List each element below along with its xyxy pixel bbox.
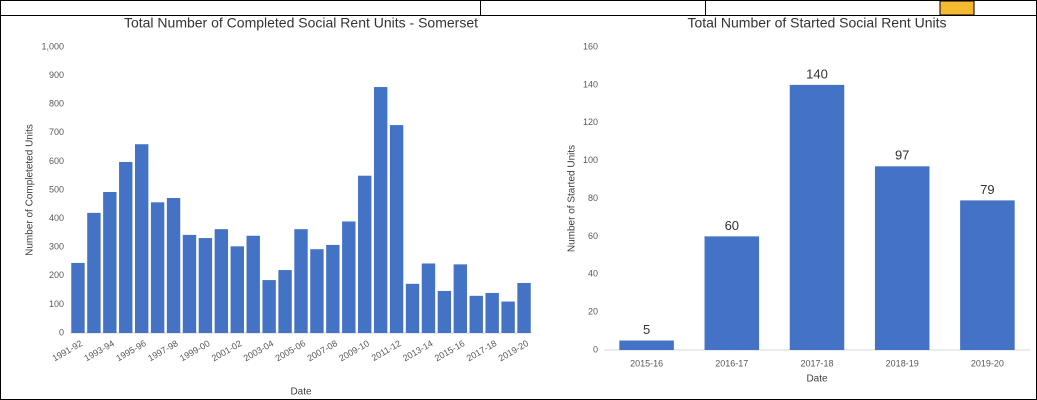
bar <box>874 166 930 350</box>
x-tick-label: 2018-19 <box>886 358 919 368</box>
bar <box>789 84 845 350</box>
bar <box>619 340 674 350</box>
bar <box>342 221 356 333</box>
chart-title: Total Number of Completed Social Rent Un… <box>124 15 478 31</box>
y-tick-label: 60 <box>588 231 598 241</box>
y-tick-label: 140 <box>583 79 598 89</box>
y-tick-label: 160 <box>583 41 598 51</box>
y-tick-label: 600 <box>49 156 64 166</box>
y-tick-label: 0 <box>59 327 64 337</box>
bar <box>71 262 85 333</box>
bar <box>704 236 760 350</box>
bar <box>182 234 197 333</box>
bar <box>326 244 340 333</box>
data-label: 5 <box>643 322 650 337</box>
x-axis-title: Date <box>806 374 828 385</box>
y-tick-label: 300 <box>49 242 64 252</box>
y-tick-label: 0 <box>593 344 598 354</box>
y-tick-label: 800 <box>49 99 64 109</box>
y-tick-label: 100 <box>49 299 64 309</box>
y-tick-label: 120 <box>583 117 598 127</box>
x-axis-title: Date <box>290 387 312 398</box>
bar <box>103 192 117 333</box>
bar <box>246 235 260 333</box>
y-tick-label: 400 <box>49 213 64 223</box>
y-tick-label: 500 <box>49 184 64 194</box>
y-tick-label: 80 <box>588 193 598 203</box>
bar <box>150 202 165 333</box>
bar <box>198 238 213 333</box>
bar <box>453 264 468 333</box>
bar <box>119 161 133 333</box>
y-tick-label: 100 <box>583 155 598 165</box>
data-label: 60 <box>725 218 739 233</box>
y-tick-label: 20 <box>588 307 598 317</box>
bar <box>501 301 515 333</box>
y-tick-label: 1,000 <box>41 41 64 51</box>
selected-cell <box>939 0 975 16</box>
x-tick-label: 2016-17 <box>715 358 748 368</box>
bar <box>469 295 483 333</box>
bar <box>485 292 499 333</box>
data-label: 79 <box>980 182 994 197</box>
bar <box>405 283 420 333</box>
bar <box>373 87 388 333</box>
bar <box>437 290 452 333</box>
bar <box>214 229 229 333</box>
y-tick-label: 40 <box>588 269 598 279</box>
bar <box>262 280 276 333</box>
bar <box>358 175 372 333</box>
bar <box>960 200 1015 350</box>
bar <box>230 246 244 333</box>
bar <box>421 263 436 333</box>
y-tick-label: 700 <box>49 127 64 137</box>
x-tick-label: 2017-18 <box>800 358 833 368</box>
y-tick-label: 900 <box>49 70 64 80</box>
y-tick-label: 200 <box>49 270 64 280</box>
y-axis-title: Number of Started Units <box>567 145 578 252</box>
bar <box>389 125 404 333</box>
data-label: 97 <box>895 148 909 163</box>
bar <box>278 270 292 333</box>
y-axis-title: Number of Completeted Units <box>25 124 36 256</box>
bar <box>87 212 101 333</box>
bar <box>134 144 149 333</box>
x-tick-label: 2015-16 <box>630 358 663 368</box>
chart-title: Total Number of Started Social Rent Unit… <box>687 15 946 31</box>
bar <box>294 229 308 333</box>
bar <box>517 282 531 333</box>
bar <box>310 249 324 333</box>
data-label: 140 <box>806 66 828 81</box>
bar <box>166 198 181 333</box>
x-tick-label: 2019-20 <box>971 358 1004 368</box>
